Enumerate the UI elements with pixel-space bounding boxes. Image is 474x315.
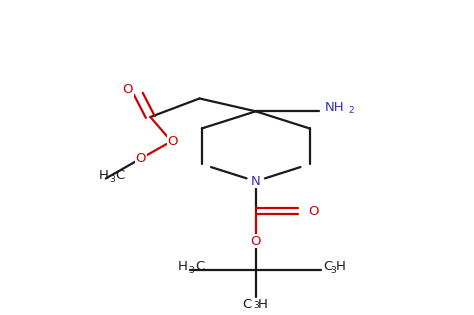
Text: C: C [243, 298, 252, 312]
Text: C: C [195, 261, 204, 273]
Text: 2: 2 [348, 106, 354, 115]
Text: 3: 3 [189, 266, 194, 275]
Text: N: N [251, 175, 261, 188]
Text: 3: 3 [253, 301, 259, 310]
Text: H: H [336, 261, 345, 273]
Text: O: O [136, 152, 146, 165]
Text: C: C [115, 169, 125, 182]
Text: O: O [123, 83, 133, 96]
Text: 3: 3 [109, 175, 115, 184]
Text: H: H [178, 261, 188, 273]
Text: H: H [258, 298, 268, 312]
Text: O: O [250, 235, 261, 248]
Text: NH: NH [325, 100, 344, 113]
Text: 3: 3 [331, 266, 337, 275]
Text: O: O [308, 205, 319, 218]
Text: C: C [324, 261, 333, 273]
Text: H: H [98, 169, 108, 182]
Text: O: O [168, 135, 178, 148]
